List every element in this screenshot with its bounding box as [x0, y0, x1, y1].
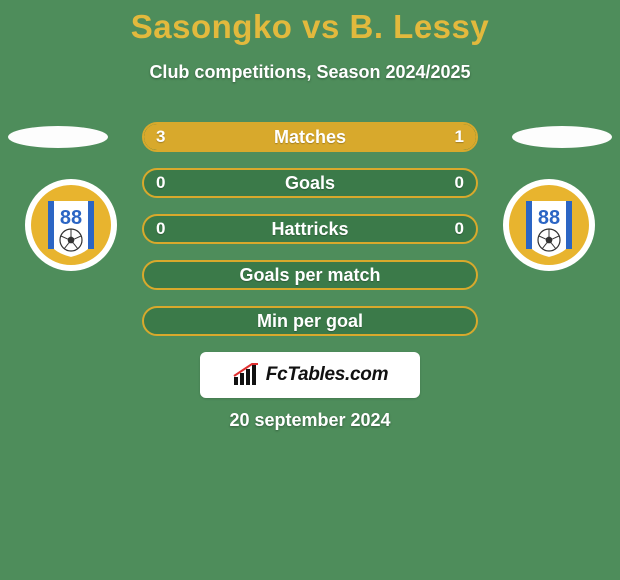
stat-label: Goals per match — [142, 265, 478, 286]
stat-label: Matches — [142, 127, 478, 148]
player-photo-placeholder-right — [512, 126, 612, 148]
svg-text:88: 88 — [538, 207, 560, 229]
page-title: Sasongko vs B. Lessy — [0, 8, 620, 46]
subtitle: Club competitions, Season 2024/2025 — [0, 62, 620, 83]
svg-text:88: 88 — [60, 207, 82, 229]
date-text: 20 september 2024 — [0, 410, 620, 431]
player-photo-placeholder-left — [8, 126, 108, 148]
crest-icon: 88 — [24, 178, 118, 272]
stat-row-min-per-goal: Min per goal — [142, 306, 478, 336]
stat-row-matches: 3 1 Matches — [142, 122, 478, 152]
stat-row-goals: 0 0 Goals — [142, 168, 478, 198]
comparison-card: Sasongko vs B. Lessy Club competitions, … — [0, 0, 620, 580]
stat-label: Goals — [142, 173, 478, 194]
club-crest-left: 88 — [24, 178, 118, 272]
branding-box: FcTables.com — [200, 352, 420, 398]
branding-text: FcTables.com — [266, 364, 388, 386]
stat-label: Hattricks — [142, 219, 478, 240]
bar-chart-icon — [232, 363, 260, 387]
club-crest-right: 88 — [502, 178, 596, 272]
stats-bars: 3 1 Matches 0 0 Goals 0 0 Hattricks — [140, 122, 480, 352]
crest-icon: 88 — [502, 178, 596, 272]
stat-row-hattricks: 0 0 Hattricks — [142, 214, 478, 244]
stat-row-goals-per-match: Goals per match — [142, 260, 478, 290]
stat-label: Min per goal — [142, 311, 478, 332]
